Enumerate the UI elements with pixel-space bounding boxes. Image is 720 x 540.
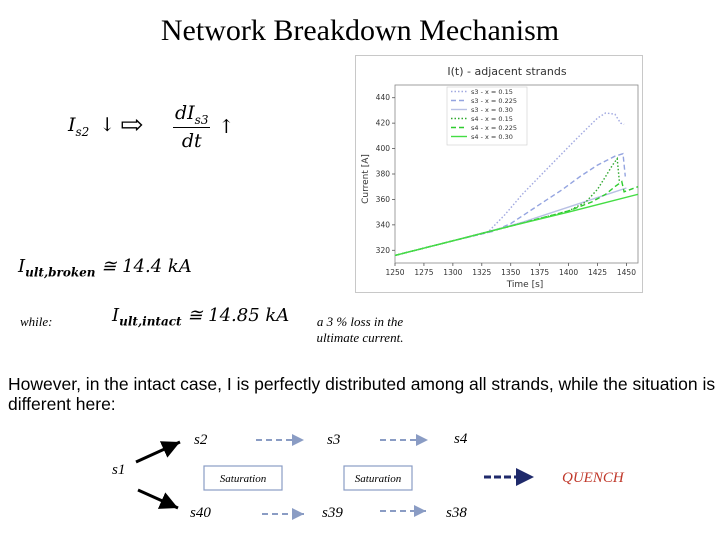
y-tick-label: 360	[376, 195, 391, 204]
is2-expression: Is2 ↓	[68, 114, 115, 139]
intact-current-equation: Iult,intact ≅ 14.85 kA	[112, 305, 289, 329]
is2-subscript: s2	[75, 124, 90, 139]
derivative-numerator-text: dI	[175, 102, 195, 124]
y-tick-label: 400	[376, 144, 391, 153]
flow-diagram: Saturation Saturation	[135, 434, 534, 520]
loss-annotation-line1: a 3 % loss in the	[316, 314, 404, 329]
series-line-6	[394, 193, 639, 257]
derivative-numerator: dIs3	[173, 102, 211, 128]
y-tick-label: 320	[376, 246, 391, 255]
y-tick-label: 420	[376, 119, 391, 128]
derivative-expression: dIs3 dt ↑	[173, 102, 234, 152]
arrow-s1-to-s2	[135, 440, 181, 464]
intact-symbol: I	[112, 305, 120, 326]
while-label: while:	[20, 314, 53, 329]
node-s39: s39	[322, 505, 343, 521]
arrow-up-icon: ↑	[218, 115, 235, 138]
legend-entry: s4 - x = 0.15	[471, 115, 513, 123]
x-tick-label: 1300	[443, 268, 462, 277]
derivative-denominator: dt	[181, 129, 202, 152]
is2-symbol: I	[68, 114, 76, 136]
legend-entry: s3 - x = 0.225	[471, 97, 517, 105]
intact-subscript: ult,intact	[119, 314, 182, 329]
chart-grid: 1250 1275 1300 1325 1350 1375 1400 1425 1450 320 3…	[376, 84, 639, 277]
implies-arrow-icon: ⇨	[120, 108, 144, 141]
page-title: Network Breakdown Mechanism	[160, 14, 560, 47]
saturation-label-1: Saturation	[220, 473, 267, 485]
node-s1: s1	[112, 462, 126, 478]
x-tick-label: 1400	[559, 268, 578, 277]
broken-symbol: I	[18, 256, 26, 277]
chart-series	[394, 112, 639, 257]
derivative-fraction: dIs3 dt	[173, 102, 211, 152]
series-line-4	[394, 156, 621, 257]
y-tick-label: 340	[376, 220, 391, 229]
x-tick-label: 1375	[530, 268, 549, 277]
y-tick-label: 440	[376, 93, 391, 102]
saturation-box-2	[343, 465, 413, 491]
node-s2: s2	[194, 432, 208, 448]
arrow-s1-to-s40	[137, 488, 179, 510]
legend-entry: s4 - x = 0.30	[471, 133, 513, 141]
broken-subscript: ult,broken	[25, 265, 96, 280]
explanation-line2: different here:	[8, 394, 116, 414]
explanation-line1: However, in the intact case, I is perfec…	[8, 374, 716, 394]
x-tick-label: 1425	[588, 268, 607, 277]
current-chart: I(t) - adjacent strands Time [s] Current…	[355, 55, 643, 293]
node-s40: s40	[190, 505, 211, 521]
saturation-box-1	[203, 465, 283, 491]
loss-annotation: a 3 % loss in the ultimate current.	[300, 314, 420, 346]
loss-annotation-line2: ultimate current.	[316, 330, 404, 345]
chart-x-label: Time [s]	[506, 280, 544, 290]
chart-title: I(t) - adjacent strands	[447, 65, 566, 78]
legend-box	[446, 86, 528, 146]
quench-label: QUENCH	[562, 470, 624, 486]
node-s38: s38	[446, 505, 467, 521]
x-tick-label: 1250	[385, 268, 404, 277]
node-s4: s4	[454, 431, 468, 447]
intact-value: ≅ 14.85 kA	[187, 305, 290, 326]
node-s3: s3	[327, 432, 341, 448]
series-line-2	[394, 152, 626, 257]
y-tick-label: 380	[376, 170, 391, 179]
broken-value: ≅ 14.4 kA	[101, 256, 192, 277]
x-tick-label: 1275	[414, 268, 433, 277]
legend-entry: s3 - x = 0.15	[471, 88, 513, 96]
x-tick-label: 1450	[617, 268, 636, 277]
legend-entry: s4 - x = 0.225	[471, 124, 517, 132]
legend-entry: s3 - x = 0.30	[471, 106, 513, 114]
explanation-paragraph: However, in the intact case, I is perfec…	[8, 374, 718, 414]
saturation-label-2: Saturation	[355, 473, 402, 485]
arrow-down-icon: ↓	[99, 114, 116, 136]
x-tick-label: 1350	[501, 268, 520, 277]
derivative-numerator-subscript: s3	[194, 112, 209, 127]
broken-current-equation: Iult,broken ≅ 14.4 kA	[18, 256, 192, 280]
chart-y-label: Current [A]	[361, 154, 371, 204]
x-tick-label: 1325	[472, 268, 491, 277]
